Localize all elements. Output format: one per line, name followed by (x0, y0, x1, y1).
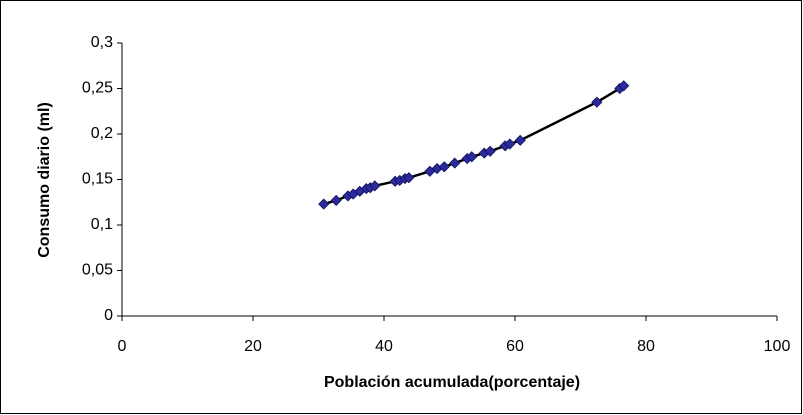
data-point (504, 138, 516, 150)
data-point (438, 161, 450, 173)
data-point (330, 194, 342, 206)
x-axis-title: Población acumulada(porcentaje) (324, 374, 580, 391)
y-tick-label: 0,1 (91, 216, 113, 233)
data-point (591, 96, 603, 108)
data-point (369, 180, 381, 192)
data-point (403, 172, 415, 184)
data-point (484, 145, 496, 157)
x-tick-label: 100 (764, 338, 791, 355)
x-tick-label: 60 (506, 338, 524, 355)
y-tick-label: 0,15 (82, 171, 113, 188)
x-tick-label: 80 (637, 338, 655, 355)
y-tick-label: 0,3 (91, 34, 113, 51)
x-tick-label: 40 (375, 338, 393, 355)
data-point (449, 157, 461, 169)
y-tick-label: 0,25 (82, 80, 113, 97)
data-point (514, 134, 526, 146)
y-axis-title: Consumo diario (ml) (36, 102, 53, 258)
y-tick-label: 0,2 (91, 125, 113, 142)
data-point (318, 198, 330, 210)
data-point (466, 151, 478, 163)
x-tick-label: 20 (244, 338, 262, 355)
y-tick-label: 0,05 (82, 262, 113, 279)
y-tick-label: 0 (104, 307, 113, 324)
data-point (618, 80, 630, 92)
x-tick-label: 0 (118, 338, 127, 355)
